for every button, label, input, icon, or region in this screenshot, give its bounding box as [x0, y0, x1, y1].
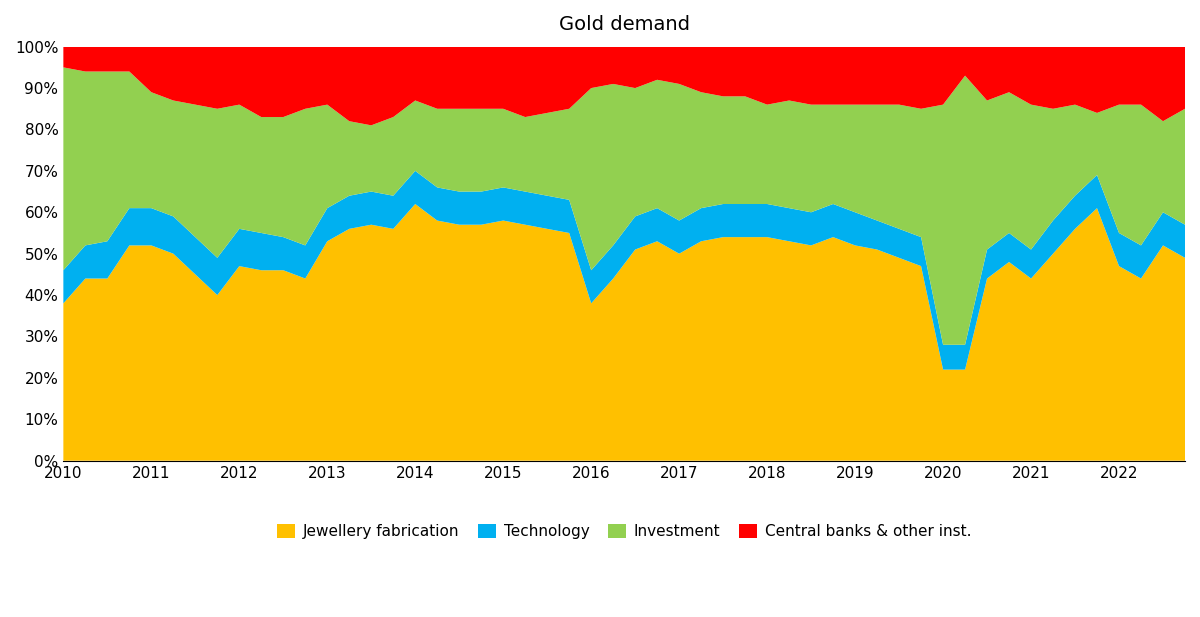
Legend: Jewellery fabrication, Technology, Investment, Central banks & other inst.: Jewellery fabrication, Technology, Inves… — [271, 518, 978, 545]
Title: Gold demand: Gold demand — [559, 15, 690, 34]
